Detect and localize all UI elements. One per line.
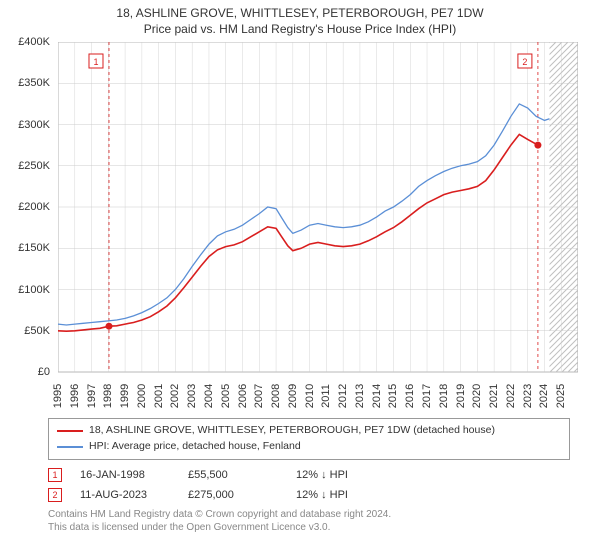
legend-item: 18, ASHLINE GROVE, WHITTLESEY, PETERBORO…: [57, 423, 561, 439]
legend: 18, ASHLINE GROVE, WHITTLESEY, PETERBORO…: [48, 418, 570, 460]
event-marker: 1: [48, 468, 62, 482]
x-axis-tick-label: 2019: [455, 384, 467, 408]
footnote: Contains HM Land Registry data © Crown c…: [48, 508, 570, 535]
x-axis-tick-label: 2011: [320, 384, 332, 408]
y-axis-tick-label: £50K: [0, 325, 50, 337]
x-axis-tick-label: 2001: [153, 384, 165, 408]
y-axis-tick-label: £400K: [0, 36, 50, 48]
chart-title-line1: 18, ASHLINE GROVE, WHITTLESEY, PETERBORO…: [10, 6, 590, 20]
x-axis-tick-label: 2016: [404, 384, 416, 408]
y-axis-tick-label: £250K: [0, 160, 50, 172]
x-axis-tick-label: 2010: [304, 384, 316, 408]
x-axis-tick-label: 2007: [254, 384, 266, 408]
x-axis-tick-label: 1999: [119, 384, 131, 408]
x-axis-tick-label: 2000: [136, 384, 148, 408]
x-axis-tick-label: 2023: [522, 384, 534, 408]
event-delta: 12% ↓ HPI: [296, 489, 386, 501]
x-axis-tick-label: 2022: [505, 384, 517, 408]
y-axis-tick-label: £300K: [0, 119, 50, 131]
footnote-line: This data is licensed under the Open Gov…: [48, 521, 570, 535]
x-axis-tick-label: 2020: [472, 384, 484, 408]
x-axis-tick-label: 2013: [354, 384, 366, 408]
y-axis-tick-label: £200K: [0, 201, 50, 213]
x-axis-tick-label: 1996: [69, 384, 81, 408]
legend-swatch: [57, 446, 83, 448]
event-date: 16-JAN-1998: [80, 469, 170, 481]
y-axis-tick-label: £350K: [0, 77, 50, 89]
event-price: £275,000: [188, 489, 278, 501]
y-axis-tick-label: £150K: [0, 242, 50, 254]
x-axis-tick-label: 2017: [421, 384, 433, 408]
chart-title-line2: Price paid vs. HM Land Registry's House …: [10, 22, 590, 36]
x-axis-tick-label: 2025: [555, 384, 567, 408]
svg-text:2: 2: [522, 57, 527, 67]
legend-item: HPI: Average price, detached house, Fenl…: [57, 439, 561, 455]
x-axis-tick-label: 2015: [388, 384, 400, 408]
event-row: 1 16-JAN-1998 £55,500 12% ↓ HPI: [48, 468, 570, 482]
x-axis-tick-label: 2024: [539, 384, 551, 408]
event-marker: 2: [48, 488, 62, 502]
line-chart: 12: [58, 42, 578, 402]
chart-title-block: 18, ASHLINE GROVE, WHITTLESEY, PETERBORO…: [0, 0, 600, 38]
x-axis-tick-label: 2018: [438, 384, 450, 408]
x-axis-tick-label: 2005: [220, 384, 232, 408]
event-row: 2 11-AUG-2023 £275,000 12% ↓ HPI: [48, 488, 570, 502]
x-axis-tick-label: 2004: [203, 384, 215, 408]
x-axis-tick-label: 2003: [186, 384, 198, 408]
x-axis-tick-label: 1998: [103, 384, 115, 408]
x-axis-tick-label: 1995: [52, 384, 64, 408]
legend-swatch: [57, 430, 83, 432]
svg-text:1: 1: [93, 57, 98, 67]
legend-label: 18, ASHLINE GROVE, WHITTLESEY, PETERBORO…: [89, 423, 495, 439]
chart-area: 12 £0£50K£100K£150K£200K£250K£300K£350K£…: [10, 42, 590, 412]
x-axis-tick-label: 2014: [371, 384, 383, 408]
event-price: £55,500: [188, 469, 278, 481]
footnote-line: Contains HM Land Registry data © Crown c…: [48, 508, 570, 522]
x-axis-tick-label: 2008: [270, 384, 282, 408]
event-list: 1 16-JAN-1998 £55,500 12% ↓ HPI 2 11-AUG…: [48, 468, 570, 502]
legend-label: HPI: Average price, detached house, Fenl…: [89, 439, 301, 455]
x-axis-tick-label: 2012: [337, 384, 349, 408]
x-axis-tick-label: 1997: [86, 384, 98, 408]
event-delta: 12% ↓ HPI: [296, 469, 386, 481]
event-date: 11-AUG-2023: [80, 489, 170, 501]
x-axis-tick-label: 2006: [237, 384, 249, 408]
x-axis-tick-label: 2002: [170, 384, 182, 408]
y-axis-tick-label: £100K: [0, 284, 50, 296]
y-axis-tick-label: £0: [0, 366, 50, 378]
x-axis-tick-label: 2009: [287, 384, 299, 408]
x-axis-tick-label: 2021: [488, 384, 500, 408]
